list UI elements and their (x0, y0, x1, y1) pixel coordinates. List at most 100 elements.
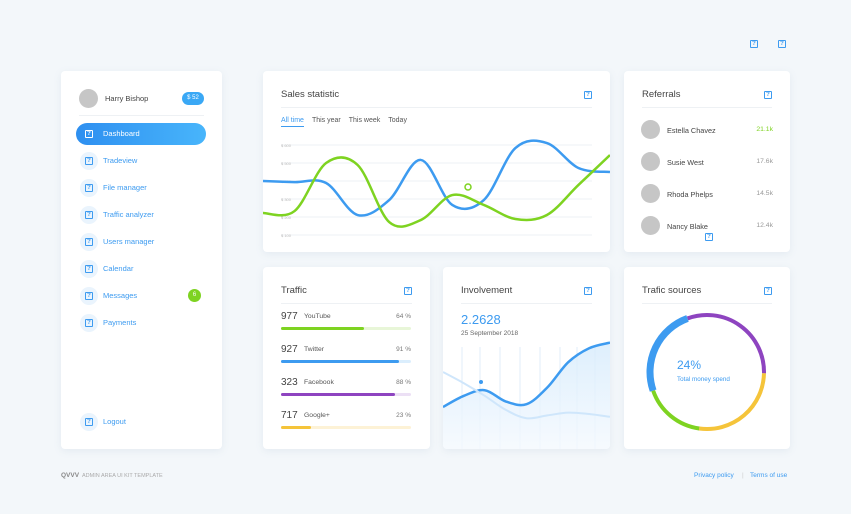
referral-item[interactable]: Susie West 17.6k (641, 152, 773, 172)
nav-icon: ? (80, 206, 98, 224)
sidebar: Harry Bishop $ 52 ? Dashboard? Tradeview ? F… (61, 71, 222, 449)
data-point-marker[interactable] (479, 380, 483, 384)
sidebar-item-file-manager[interactable]: ? File manager (76, 177, 206, 199)
help-icon[interactable]: ? (750, 40, 758, 48)
help-icon[interactable]: ? (584, 287, 592, 295)
divider (281, 303, 412, 304)
progress-bar (281, 327, 411, 330)
sidebar-item-label: Calendar (103, 264, 134, 273)
involvement-card: Involvement ? 2.2628 25 September 2018 (443, 267, 610, 449)
traffic-count: 977 (281, 311, 298, 322)
referral-value: 17.6k (756, 158, 773, 165)
traffic-row: 927 Twitter 91 % (281, 344, 411, 370)
more-icon[interactable]: ? (705, 233, 713, 241)
avatar (641, 184, 660, 203)
period-tabs: All time This year This week Today (281, 117, 415, 127)
donut-chart (646, 313, 766, 431)
divider (642, 107, 772, 108)
footer-tagline: ADMIN AREA UI KIT TEMPLATE (82, 473, 163, 479)
progress-bar (281, 360, 411, 363)
divider (79, 115, 204, 116)
sidebar-item-messages[interactable]: ? Messages 6 (76, 285, 206, 307)
tab-today[interactable]: Today (388, 117, 407, 124)
help-icon[interactable]: ? (404, 287, 412, 295)
donut-label: Total money spend (677, 376, 730, 383)
user-profile[interactable]: Harry Bishop (79, 89, 205, 109)
help-icon[interactable]: ? (764, 287, 772, 295)
user-name: Harry Bishop (105, 94, 149, 103)
help-icon[interactable]: ? (778, 40, 786, 48)
divider (281, 107, 592, 108)
divider (461, 303, 592, 304)
avatar (641, 152, 660, 171)
logout-icon: ? (85, 418, 93, 426)
card-title: Trafic sources (642, 285, 702, 296)
help-icon[interactable]: ? (584, 91, 592, 99)
tab-this-week[interactable]: This week (348, 117, 381, 124)
progress-bar (281, 393, 411, 396)
help-icon: ? (85, 130, 93, 138)
messages-badge: 6 (188, 289, 201, 302)
sales-series-line (263, 139, 610, 217)
avatar (641, 120, 660, 139)
privacy-policy-link[interactable]: Privacy policy (694, 472, 734, 479)
referral-name: Nancy Blake (667, 222, 708, 231)
sidebar-item-label: Messages (103, 291, 138, 300)
sidebar-item-label: Traffic analyzer (103, 210, 154, 219)
referral-item[interactable]: Estella Chavez 21.1k (641, 120, 773, 140)
sidebar-item-calendar[interactable]: ? Calendar (76, 258, 206, 280)
nav-icon: ? (80, 260, 98, 278)
y-tick-label: $ 200 (281, 215, 292, 220)
traffic-percent: 64 % (396, 313, 411, 320)
avatar (641, 216, 660, 235)
involvement-value: 2.2628 (461, 312, 501, 327)
data-point-marker[interactable] (464, 183, 472, 191)
involvement-date: 25 September 2018 (461, 330, 519, 337)
traffic-source: Facebook (304, 379, 334, 386)
donut-percent: 24% (677, 358, 702, 372)
sidebar-item-traffic-analyzer[interactable]: ? Traffic analyzer (76, 204, 206, 226)
sidebar-item-label: Payments (103, 318, 137, 327)
y-tick-label: $ 500 (281, 161, 292, 166)
sidebar-item-payments[interactable]: ? Payments (76, 312, 206, 334)
balance-badge: $ 52 (182, 92, 204, 105)
tab-all-time[interactable]: All time (281, 117, 304, 127)
nav-icon: ? (80, 314, 98, 332)
y-tick-label: $ 100 (281, 233, 292, 238)
help-icon: ? (85, 319, 93, 327)
traffic-row: 717 Google+ 23 % (281, 410, 411, 436)
help-icon: ? (85, 238, 93, 246)
traffic-percent: 91 % (396, 346, 411, 353)
help-icon: ? (85, 211, 93, 219)
sidebar-item-label: Tradeview (103, 156, 138, 165)
sidebar-item-tradeview[interactable]: ? Tradeview (76, 150, 206, 172)
traffic-count: 927 (281, 344, 298, 355)
traffic-count: 323 (281, 377, 298, 388)
footer-separator: | (742, 472, 744, 479)
traffic-source: Twitter (304, 346, 325, 353)
help-icon[interactable]: ? (764, 91, 772, 99)
card-title: Traffic (281, 285, 307, 296)
sidebar-item-users-manager[interactable]: ? Users manager (76, 231, 206, 253)
help-icon: ? (85, 157, 93, 165)
footer-logo: QVVV (61, 472, 80, 479)
referral-item[interactable]: Nancy Blake 12.4k (641, 216, 773, 236)
traffic-source: YouTube (304, 313, 331, 320)
nav-icon: ? (80, 179, 98, 197)
terms-of-use-link[interactable]: Terms of use (750, 472, 788, 479)
progress-bar (281, 426, 411, 429)
logout-button[interactable]: ? Logout (76, 411, 206, 433)
progress-fill (281, 393, 396, 396)
card-title: Involvement (461, 285, 513, 296)
help-icon: ? (85, 265, 93, 273)
donut-segment (646, 315, 689, 392)
card-title: Referrals (642, 89, 681, 100)
sidebar-item-dashboard[interactable]: ? Dashboard (76, 123, 206, 145)
y-tick-label: $ 300 (281, 197, 292, 202)
progress-fill (281, 327, 365, 330)
referral-item[interactable]: Rhoda Phelps 14.5k (641, 184, 773, 204)
nav-icon: ? (80, 233, 98, 251)
help-icon: ? (85, 184, 93, 192)
tab-this-year[interactable]: This year (311, 117, 341, 124)
donut-segment (651, 389, 700, 431)
